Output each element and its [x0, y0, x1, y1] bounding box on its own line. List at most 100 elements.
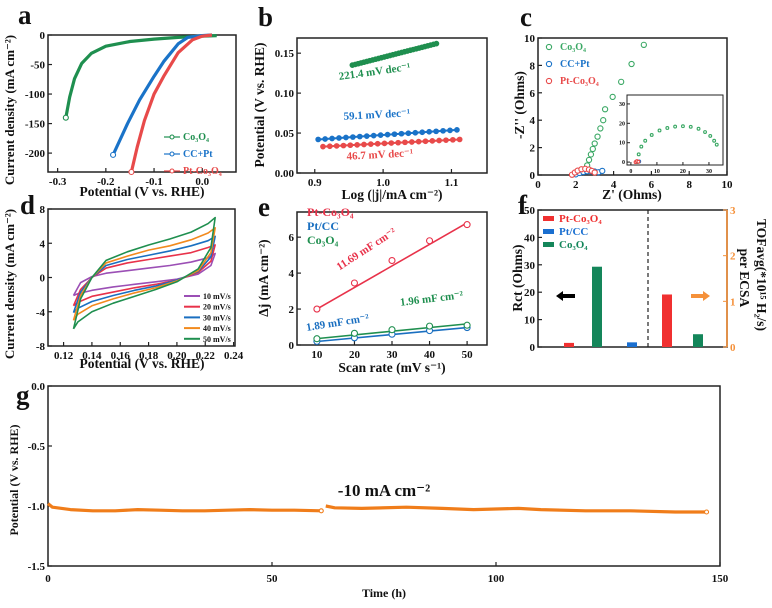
data-point — [429, 138, 436, 144]
stability-curve-1 — [325, 504, 707, 514]
data-point — [320, 143, 326, 150]
panel-label-c: c — [520, 2, 532, 32]
cv-loop-1 — [72, 244, 216, 307]
left-arrow-icon — [556, 291, 575, 301]
x-tick-label: 1.0 — [376, 177, 390, 189]
legend-label: Pt-Co₃O₄ — [560, 76, 599, 87]
inset-data-point — [688, 124, 693, 129]
legend-label: 30 mV/s — [203, 313, 231, 322]
inset-data-point — [636, 159, 641, 164]
x-tick-label: 40 — [424, 349, 436, 361]
y-tick-label: -150 — [25, 119, 46, 131]
inset-y-tick-label: 20 — [619, 121, 625, 127]
panel-label-b: b — [258, 2, 273, 32]
data-point — [340, 142, 347, 149]
data-point — [322, 136, 328, 142]
inset-y-tick-label: 10 — [619, 141, 625, 147]
legend-label: CC+Pt — [183, 149, 213, 160]
bar-rct — [592, 266, 602, 347]
panel-label-g: g — [16, 380, 30, 410]
data-point — [609, 93, 616, 101]
fit-line-0 — [316, 222, 468, 310]
bar-tof — [693, 334, 703, 347]
y-tick-label: 4 — [289, 268, 295, 280]
series-line-1 — [111, 33, 212, 156]
x-tick-label: 0 — [535, 179, 541, 191]
legend-label: 40 mV/s — [203, 324, 231, 333]
data-point — [343, 134, 349, 141]
inset-data-point — [665, 126, 670, 130]
data-point — [600, 117, 607, 124]
y-tick-label: 4 — [40, 238, 46, 250]
data-point — [381, 140, 388, 147]
data-point — [367, 141, 374, 147]
data-point — [377, 132, 384, 138]
data-point — [422, 138, 429, 145]
legend-label: Co₃O₄ — [307, 233, 339, 247]
series-end-marker — [128, 168, 135, 176]
capacitance-annotation: 1.89 mF cm⁻² — [305, 312, 370, 334]
data-point — [589, 145, 596, 153]
data-point — [350, 134, 356, 140]
inset-frame — [626, 94, 724, 166]
x-tick-label: 0.20 — [167, 350, 187, 362]
bar-tof — [662, 294, 672, 347]
y-axis-label: Δj (mA cm⁻²) — [256, 239, 271, 316]
inset-y-tick-label: 0 — [622, 160, 625, 166]
data-point — [412, 129, 419, 136]
data-point — [347, 142, 354, 149]
x-tick-label: 0.24 — [224, 350, 244, 362]
y-tick-label: 2 — [530, 143, 536, 155]
x-tick-label: 150 — [712, 573, 729, 585]
y-axis-label: Current density (mA cm⁻²) — [2, 35, 17, 185]
y-tick-label: 50 — [524, 205, 536, 217]
y-tick-label: -50 — [30, 60, 45, 72]
y-tick-label: 0 — [530, 170, 536, 182]
data-point — [640, 41, 647, 48]
inset-y-tick-label: 30 — [619, 102, 625, 108]
series-end-marker — [704, 509, 710, 515]
data-point — [356, 133, 363, 140]
series-end-marker — [62, 114, 69, 121]
data-point — [443, 137, 449, 144]
right-y-axis-label: TOFavg(*10¹⁵ H₂/s) — [754, 219, 769, 331]
plot-frame-c — [537, 37, 728, 176]
x-axis-label: Time (h) — [362, 586, 406, 600]
legend-marker — [169, 151, 175, 157]
data-point — [333, 143, 340, 149]
inset-data-point — [714, 142, 719, 147]
cv-loop-4 — [72, 216, 216, 330]
inset-data-point — [680, 124, 685, 129]
y-axis-label: -Z'' (Ohms) — [512, 71, 527, 139]
legend-marker — [169, 134, 175, 140]
data-point — [363, 133, 370, 139]
inset-data-point — [643, 138, 648, 143]
data-point — [436, 137, 443, 144]
data-point — [388, 256, 396, 265]
y-tick-label: -1.0 — [28, 501, 46, 513]
data-point — [402, 139, 408, 146]
stability-curve-0 — [46, 502, 322, 513]
current-density-annotation: -10 mA cm⁻² — [338, 481, 430, 500]
x-tick-label: 0 — [45, 573, 51, 585]
x-tick-label: 0.12 — [54, 350, 74, 362]
data-point — [405, 130, 412, 137]
x-axis-label: Scan rate (mV s⁻¹) — [338, 360, 445, 375]
y-tick-label: 0.15 — [275, 48, 295, 60]
legend-label: 10 mV/s — [203, 292, 231, 301]
data-point — [350, 329, 359, 337]
data-point — [449, 136, 456, 143]
legend-swatch — [543, 229, 554, 234]
y-tick-label: 2 — [289, 304, 295, 316]
panel-label-f: f — [518, 190, 528, 220]
series-line-0 — [64, 33, 217, 118]
data-point — [425, 237, 434, 245]
data-point — [408, 139, 415, 145]
legend-label: Co₃O₄ — [560, 42, 586, 53]
x-tick-label: -0.1 — [145, 176, 162, 188]
slope-annotation: 46.7 mV dec⁻¹ — [346, 147, 413, 162]
data-point — [463, 321, 471, 329]
data-point — [370, 132, 377, 139]
y-tick-label: -1.5 — [28, 561, 46, 573]
